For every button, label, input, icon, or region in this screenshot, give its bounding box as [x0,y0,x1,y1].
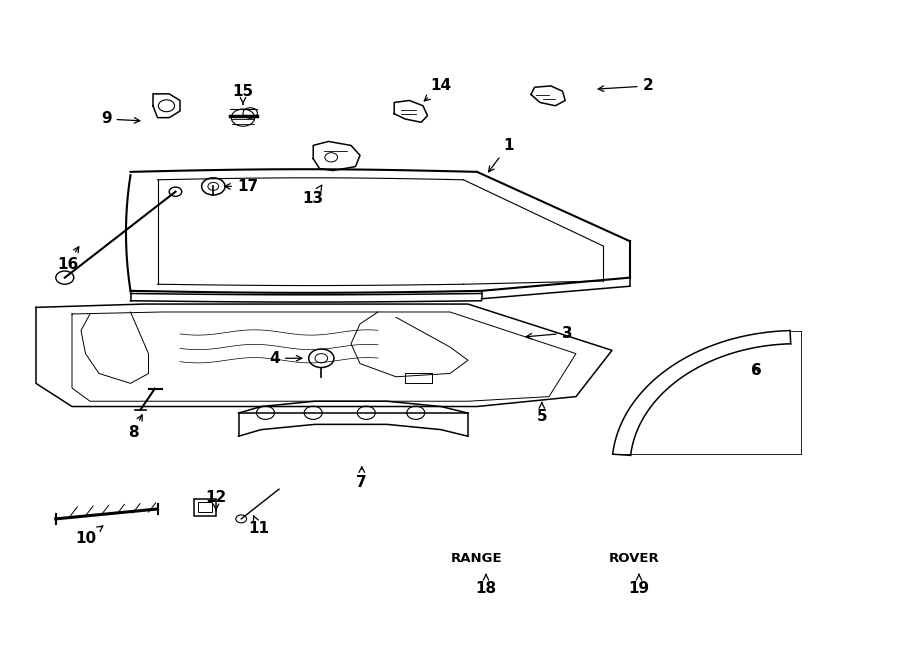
Circle shape [309,349,334,368]
Text: 13: 13 [302,185,324,206]
Text: 18: 18 [475,574,497,596]
Circle shape [56,271,74,284]
Text: 10: 10 [75,526,103,546]
Text: 16: 16 [57,247,79,272]
Circle shape [208,182,219,190]
Text: ROVER: ROVER [609,552,660,565]
Text: RANGE: RANGE [451,552,503,565]
Text: 5: 5 [536,403,547,424]
Circle shape [236,515,247,523]
Text: 14: 14 [424,79,452,101]
Text: 17: 17 [225,179,258,194]
Circle shape [202,178,225,195]
Text: 3: 3 [526,326,572,340]
Text: 2: 2 [598,79,653,93]
Text: 19: 19 [628,574,650,596]
Text: 4: 4 [269,351,302,366]
Text: 1: 1 [489,138,514,172]
Text: 6: 6 [751,363,761,377]
Text: 11: 11 [248,516,270,536]
Text: 15: 15 [232,84,254,104]
Text: 12: 12 [205,490,227,511]
Circle shape [169,187,182,196]
Circle shape [315,354,328,363]
Polygon shape [194,499,216,516]
Text: 9: 9 [101,112,140,126]
Text: 7: 7 [356,467,367,490]
Text: 8: 8 [128,415,142,440]
